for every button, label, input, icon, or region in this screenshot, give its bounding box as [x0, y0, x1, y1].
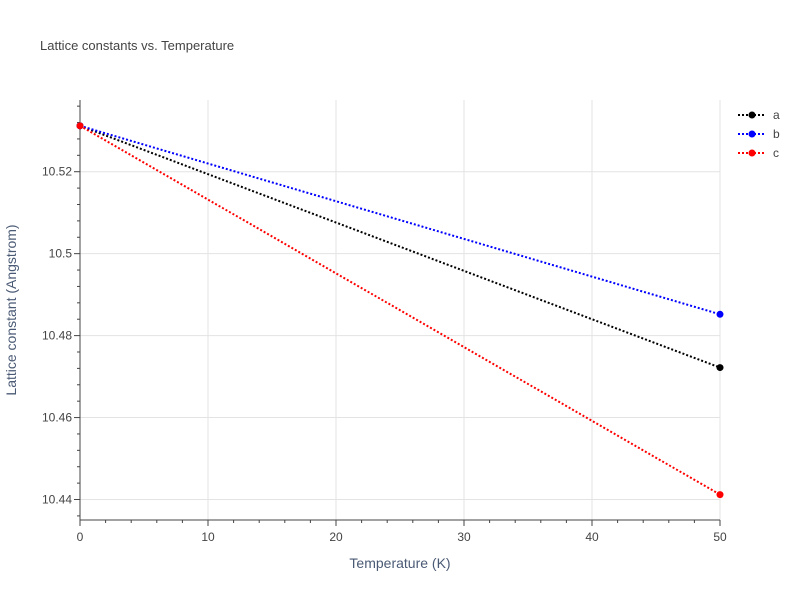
- y-tick-label: 10.44: [42, 493, 72, 507]
- y-tick-label: 10.48: [42, 329, 72, 343]
- legend-label: b: [773, 127, 780, 141]
- legend-label: c: [773, 146, 779, 160]
- data-point-a: [716, 364, 724, 372]
- grid: [80, 100, 721, 520]
- y-tick-label: 10.46: [42, 411, 72, 425]
- y-tick-label: 10.5: [49, 247, 73, 261]
- series-line-a: [79, 124, 721, 369]
- x-tick-label: 20: [329, 530, 343, 544]
- x-tick-label: 10: [201, 530, 215, 544]
- legend-label: a: [773, 108, 780, 122]
- legend-item-c[interactable]: c: [738, 146, 779, 160]
- x-tick-label: 30: [457, 530, 471, 544]
- legend[interactable]: abc: [738, 108, 780, 160]
- legend-item-b[interactable]: b: [738, 127, 780, 141]
- axes: [74, 100, 721, 526]
- chart-title: Lattice constants vs. Temperature: [40, 38, 234, 53]
- data-point-b: [716, 310, 724, 318]
- x-tick-label: 40: [585, 530, 599, 544]
- series-line-c: [79, 124, 721, 496]
- data-point-c: [716, 491, 724, 499]
- series-line-b: [79, 124, 721, 316]
- y-axis-title: Lattice constant (Angstrom): [3, 224, 19, 395]
- series-group: [76, 122, 724, 499]
- x-tick-label: 50: [713, 530, 727, 544]
- legend-item-a[interactable]: a: [738, 108, 780, 122]
- tick-labels: 0 10 20 30 40 50 10.44 10.46 10.48 10.5 10.52: [42, 165, 727, 544]
- y-tick-label: 10.52: [42, 165, 72, 179]
- x-tick-label: 0: [77, 530, 84, 544]
- legend-swatch-marker: [748, 149, 756, 157]
- data-point-c: [76, 122, 84, 130]
- legend-swatch-marker: [748, 130, 756, 138]
- x-axis-title: Temperature (K): [349, 555, 450, 571]
- legend-swatch-marker: [748, 111, 756, 119]
